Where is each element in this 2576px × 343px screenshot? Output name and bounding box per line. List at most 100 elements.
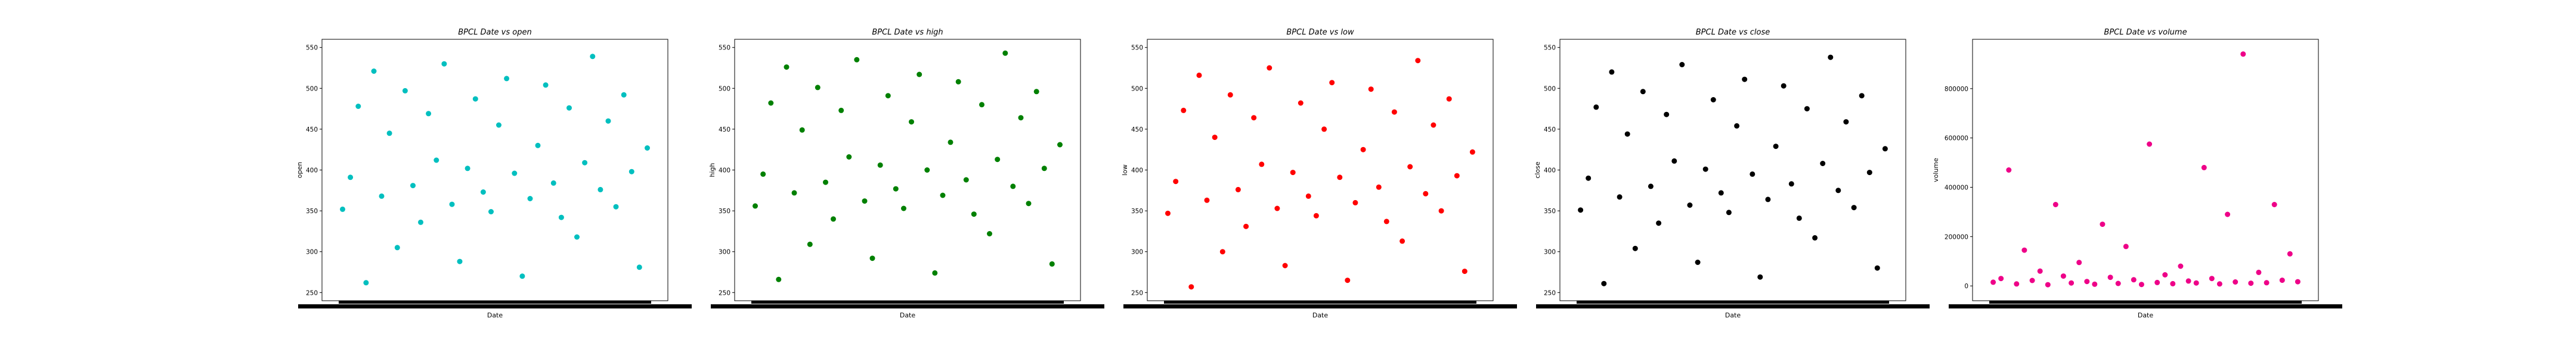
data-point — [955, 79, 961, 85]
data-point — [1788, 181, 1794, 187]
data-point — [480, 189, 486, 195]
data-point — [784, 64, 789, 70]
data-point — [628, 169, 634, 174]
data-point — [995, 157, 1001, 163]
data-point — [1835, 188, 1841, 194]
data-point — [791, 190, 797, 196]
data-point — [1609, 69, 1615, 75]
data-point — [1773, 144, 1779, 149]
data-point — [1454, 173, 1460, 179]
data-point — [605, 118, 611, 124]
data-point — [1882, 146, 1888, 152]
data-point — [1391, 109, 1397, 115]
data-point — [2225, 211, 2231, 217]
chart-title: BPCL Date vs close — [1696, 28, 1770, 37]
data-point — [1843, 119, 1849, 125]
data-point — [543, 82, 549, 88]
data-point — [963, 177, 969, 183]
data-point — [379, 193, 385, 199]
y-axis-label: high — [708, 163, 716, 177]
x-tick-band — [1577, 301, 1889, 304]
y-tick-label: 400000 — [1945, 184, 1968, 191]
data-point — [1360, 146, 1366, 152]
data-point — [1750, 171, 1755, 177]
data-point — [1345, 277, 1351, 283]
data-point — [1757, 274, 1763, 280]
data-point — [457, 258, 463, 264]
y-tick-label: 800000 — [1945, 86, 1968, 93]
data-point — [815, 85, 821, 91]
y-tick-label: 0 — [1964, 283, 1968, 290]
data-point — [885, 93, 891, 99]
y-tick-label: 300 — [1131, 249, 1143, 256]
data-point — [1290, 170, 1296, 176]
data-point — [1227, 92, 1233, 98]
data-point — [434, 157, 439, 163]
data-point — [1431, 122, 1436, 128]
data-point — [590, 54, 596, 60]
data-point — [2014, 281, 2020, 287]
data-point — [371, 68, 377, 74]
data-point — [776, 276, 782, 282]
chart-panel-open: BPCL Date vs open Date open 250 300 350 400 450… — [296, 28, 692, 319]
data-point — [2154, 279, 2160, 285]
data-point — [1702, 166, 1708, 172]
data-point — [441, 61, 447, 67]
data-point — [1812, 235, 1818, 241]
data-point — [1352, 199, 1358, 205]
y-tick-label: 500 — [719, 85, 730, 92]
data-point — [753, 203, 758, 209]
data-point — [1718, 190, 1724, 196]
data-point — [1640, 89, 1646, 95]
data-point — [1235, 186, 1241, 192]
data-point — [2287, 251, 2293, 257]
data-point — [1726, 210, 1732, 216]
y-tick-label: 400 — [719, 167, 730, 174]
data-point — [613, 204, 619, 210]
data-point — [1687, 202, 1693, 208]
x-axis-label: Date — [487, 311, 503, 319]
data-point — [2209, 276, 2215, 282]
x-tick-band — [1164, 301, 1476, 304]
data-point — [979, 102, 984, 108]
y-tick-label: 350 — [719, 208, 730, 215]
data-point — [2147, 141, 2153, 147]
data-point — [2123, 244, 2129, 250]
date-axis-band — [1536, 304, 1930, 308]
data-point — [1874, 265, 1880, 271]
data-point — [402, 88, 408, 93]
data-point — [1212, 135, 1218, 141]
y-axis-label: volume — [1932, 158, 1940, 182]
data-point — [1423, 191, 1429, 197]
x-tick-band — [1989, 301, 2302, 304]
x-axis-label: Date — [1312, 311, 1329, 319]
data-point — [2216, 281, 2222, 287]
date-axis-band — [711, 304, 1104, 308]
data-point — [932, 270, 938, 276]
data-point — [1586, 175, 1592, 181]
chart-title: BPCL Date vs volume — [2104, 28, 2187, 37]
y-tick-label: 400 — [1131, 167, 1143, 174]
data-point — [2240, 51, 2246, 57]
data-point — [2295, 279, 2301, 285]
y-tick-label: 550 — [1131, 45, 1143, 52]
data-point — [924, 167, 930, 173]
y-tick-label: 250 — [306, 289, 318, 297]
data-point — [971, 211, 977, 217]
data-point — [386, 130, 392, 136]
data-point — [1593, 104, 1599, 110]
data-point — [2029, 277, 2035, 283]
data-point — [488, 209, 494, 214]
y-axis-label: open — [296, 162, 304, 178]
data-point — [799, 127, 805, 133]
data-point — [558, 214, 564, 220]
data-point — [823, 179, 828, 185]
data-point — [1383, 219, 1389, 224]
chart-panel-low: BPCL Date vs low Date low 250 300 350 400 450 50… — [1121, 28, 1517, 319]
y-tick-label: 450 — [1544, 126, 1556, 133]
data-point — [1781, 83, 1787, 89]
data-point — [1656, 220, 1662, 226]
data-point — [1671, 158, 1677, 164]
data-point — [1181, 107, 1187, 113]
